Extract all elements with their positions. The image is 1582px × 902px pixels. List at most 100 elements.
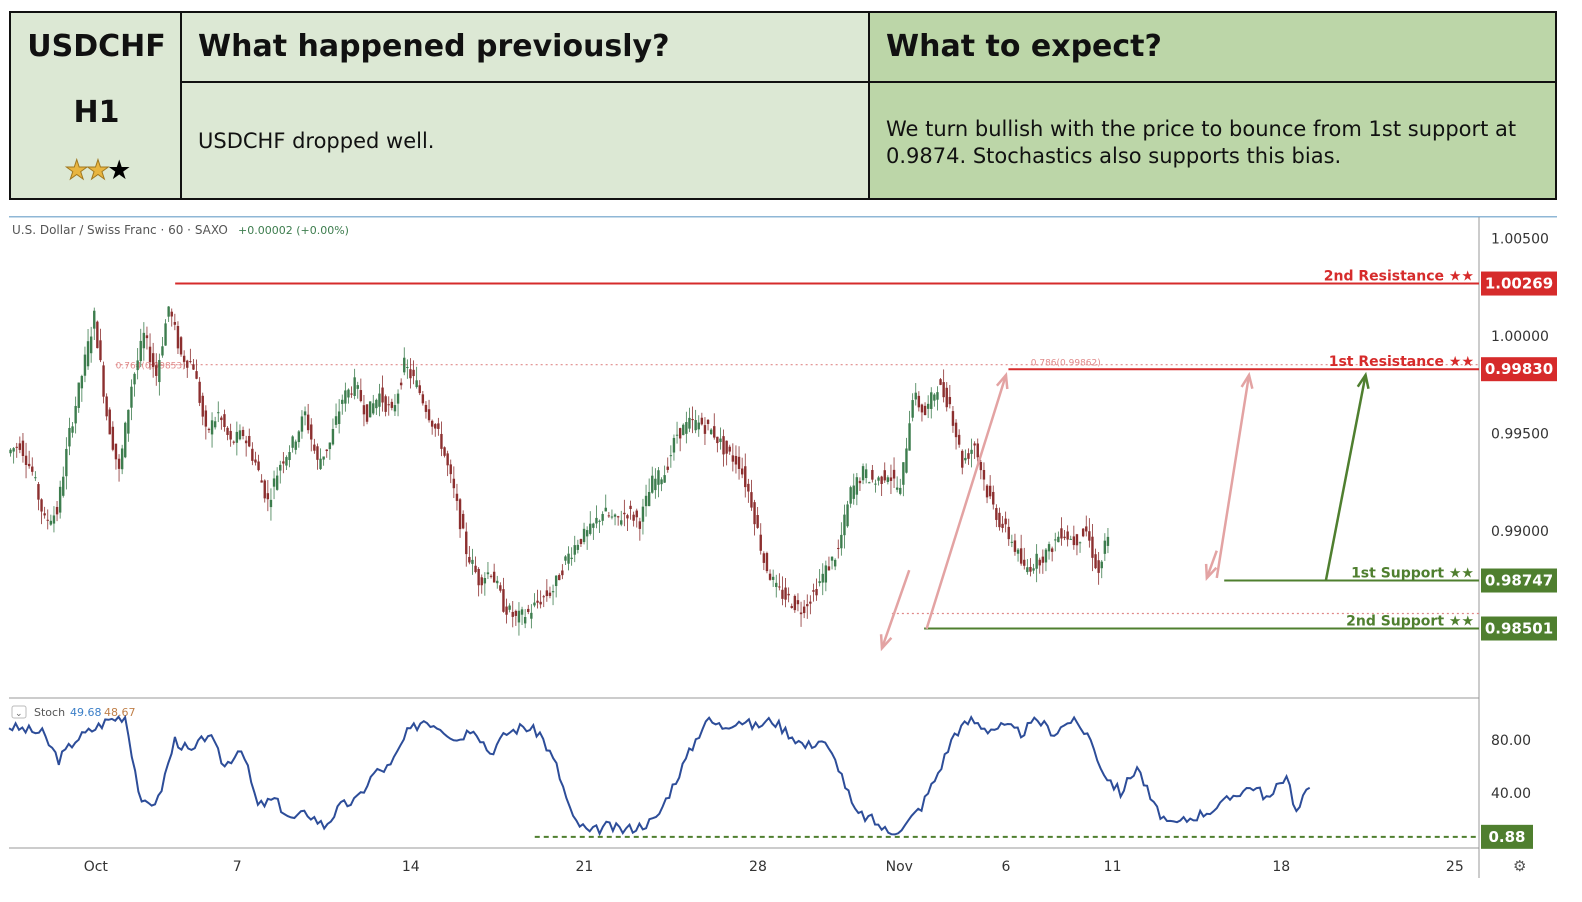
candle-body [1103,540,1107,554]
time-tick-label: 25 [1446,859,1464,875]
candle-body [954,422,958,438]
candle-body [99,340,102,361]
candle-body [539,601,542,605]
candle-body [46,519,49,521]
candle-body [399,382,403,386]
candle-body [1010,541,1014,543]
candle-body [173,321,177,325]
settings-gear-icon[interactable]: ⚙ [1513,857,1526,875]
candle-body [558,574,561,581]
candle-body [381,387,384,403]
stoch-series-line [8,714,1311,837]
candle-body [80,375,84,389]
candle-body [195,371,198,379]
candle-body [310,424,313,440]
candle-body [1088,531,1091,541]
candle-body [582,528,586,543]
stoch-k-value: 49.68 [70,706,102,719]
level-price-value: 0.99830 [1485,360,1553,378]
candle-body [58,486,62,513]
candle-body [1057,536,1060,543]
candle-body [973,443,976,446]
candle-body [285,457,288,466]
candle-body [1029,566,1032,572]
candle-body [713,426,716,438]
candle-body [372,403,375,414]
candle-body [192,364,195,370]
candle-body [471,559,474,564]
candle-body [387,404,390,406]
candle-body [905,448,908,473]
candle-body [632,514,635,521]
candle-body [341,399,344,404]
candle-body [1072,536,1076,546]
candle-body [654,478,657,491]
candle-body [238,430,242,440]
candle-body [858,480,862,484]
candle-body [595,517,598,524]
candle-body [988,485,992,497]
candle-body [496,580,499,584]
candle-body [409,369,412,379]
candle-body [573,545,576,555]
collapse-toggle[interactable] [11,705,27,719]
candle-body [443,447,446,456]
candle-body [117,458,121,469]
candle-body [415,380,418,388]
candle-body [979,462,983,471]
candle-body [124,422,127,458]
candle-body [911,400,914,418]
candle-body [359,390,363,402]
candle-body [585,530,589,537]
symbol-info-label: U.S. Dollar / Swiss Franc · 60 · SAXO [12,223,228,237]
candle-body [576,544,580,550]
candle-body [768,573,772,580]
candle-body [421,394,425,404]
candle-body [353,377,356,396]
candle-body [731,455,735,462]
candle-body [1106,536,1110,546]
candle-body [864,469,868,479]
chevron-down-icon[interactable]: ⌄ [15,709,23,719]
expect-heading: What to expect? [886,29,1162,64]
candle-body [1007,526,1010,540]
previously-heading-cell: What happened previously? [182,13,870,83]
level-label: 2nd Support ★★ [1346,614,1474,630]
candle-body [765,553,769,572]
candle-body [15,446,18,448]
candle-body [892,469,896,479]
candle-body [198,381,201,403]
candle-body [223,414,226,428]
candle-body [508,605,511,610]
candle-body [790,606,793,608]
candle-body [551,591,555,593]
candle-body [827,566,831,571]
candle-body [561,570,564,576]
level-label: 2nd Resistance ★★ [1324,269,1474,285]
candle-body [824,565,828,583]
candle-body [647,491,651,507]
candle-body [241,429,245,437]
candle-body [127,409,130,434]
candle-body [579,539,583,545]
candle-body [269,499,273,508]
candle-body [396,393,400,404]
candle-body [430,420,434,427]
candle-body [248,435,251,447]
candle-body [846,504,849,527]
price-tick-label: 0.99500 [1491,427,1549,443]
candle-body [111,426,115,450]
candle-body [378,393,381,407]
level-price-badge [1481,568,1557,593]
candle-body [182,355,186,362]
candle-body [923,405,927,416]
candle-body [818,581,821,584]
candle-body [784,587,787,600]
candle-body [837,547,840,549]
candle-body [554,575,558,587]
candle-body [455,493,459,501]
candle-body [523,616,527,624]
candle-body [1097,560,1100,573]
candle-body [266,493,270,500]
